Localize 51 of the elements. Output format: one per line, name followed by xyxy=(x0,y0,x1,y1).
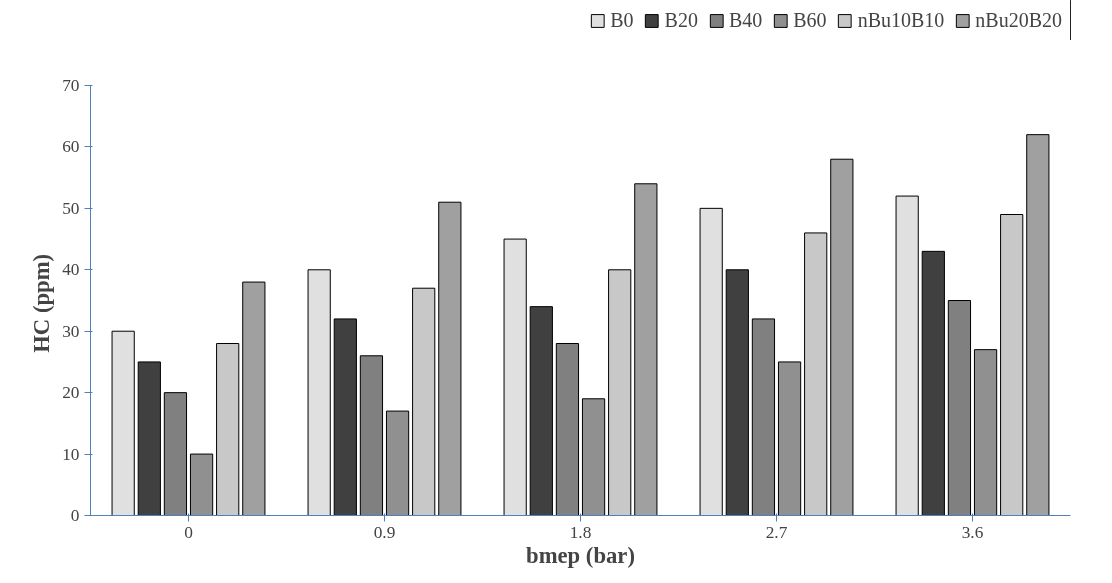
bar xyxy=(333,318,357,516)
bar xyxy=(777,361,802,516)
bar xyxy=(412,287,436,516)
bar xyxy=(947,300,972,516)
bar xyxy=(438,201,462,516)
bar xyxy=(359,355,384,516)
y-tick-label: 20 xyxy=(62,383,80,403)
bar xyxy=(137,361,161,516)
bar xyxy=(111,330,135,516)
y-axis-title: HC (ppm) xyxy=(29,253,55,353)
y-tick-label: 10 xyxy=(62,444,80,464)
bar xyxy=(581,398,606,516)
bar xyxy=(751,318,776,516)
bar xyxy=(529,306,553,516)
bar xyxy=(385,410,410,516)
legend-label: B60 xyxy=(793,8,827,32)
bar xyxy=(1026,134,1050,516)
bar xyxy=(216,343,240,516)
bar xyxy=(830,158,854,516)
bar xyxy=(307,269,331,516)
bar xyxy=(608,269,632,516)
legend-label: B0 xyxy=(610,8,634,32)
bar xyxy=(804,232,828,516)
bar xyxy=(699,207,723,516)
bar xyxy=(1000,214,1024,516)
bar xyxy=(503,238,527,516)
bar xyxy=(921,250,945,516)
x-axis-title: bmep (bar) xyxy=(526,542,635,568)
x-tick-label: 0.9 xyxy=(373,522,396,542)
y-tick-label: 30 xyxy=(62,321,80,341)
legend-label: B40 xyxy=(728,8,763,32)
x-tick-label: 3.6 xyxy=(961,522,984,542)
bar xyxy=(163,392,188,516)
y-tick-label: 50 xyxy=(62,198,80,218)
y-tick-label: 0 xyxy=(70,506,80,525)
legend-label: nBu20B20 xyxy=(975,8,1062,32)
x-tick-label: 0 xyxy=(184,522,193,542)
y-tick-label: 70 xyxy=(62,76,80,95)
y-tick-label: 40 xyxy=(62,260,80,280)
bar xyxy=(973,349,998,516)
y-tick-label: 60 xyxy=(62,137,80,157)
bar xyxy=(634,183,658,516)
bar xyxy=(725,269,749,516)
bar xyxy=(242,281,266,516)
x-tick-label: 1.8 xyxy=(569,522,592,542)
x-tick-label: 2.7 xyxy=(765,522,788,542)
bar xyxy=(895,195,919,516)
bar xyxy=(189,453,214,516)
bar xyxy=(555,343,580,516)
legend-label: B20 xyxy=(664,8,698,32)
legend-label: nBu10B10 xyxy=(857,8,945,32)
